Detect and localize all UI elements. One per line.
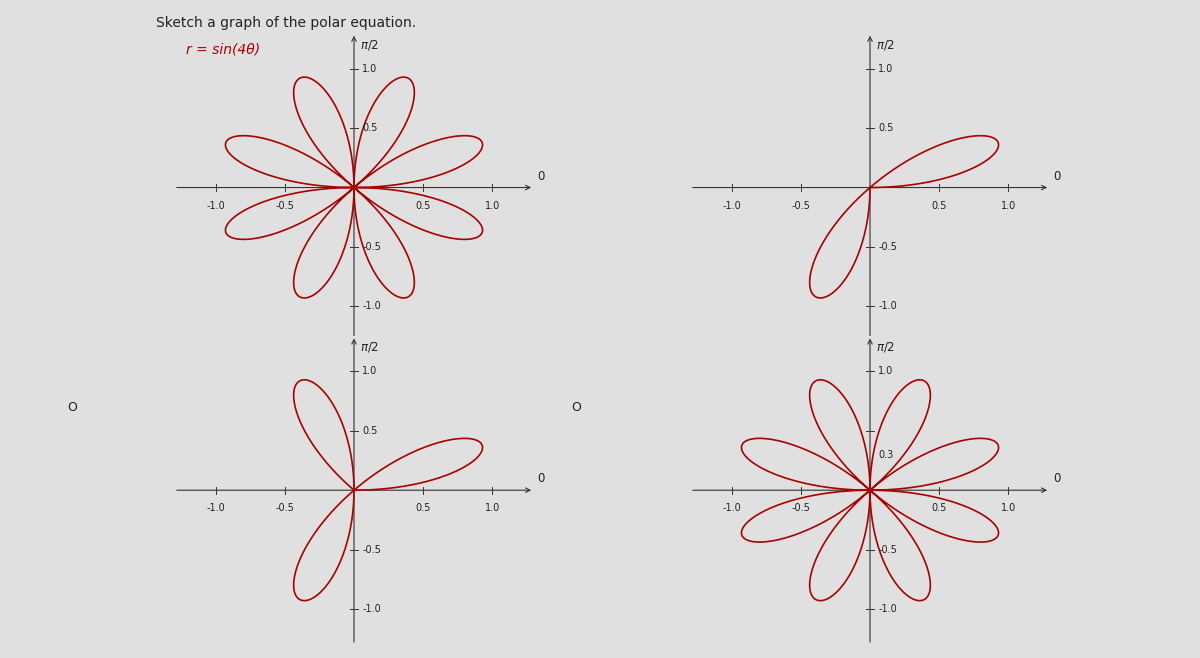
Text: -0.5: -0.5 [362, 242, 382, 252]
Text: -1.0: -1.0 [206, 503, 224, 513]
Text: -1.0: -1.0 [206, 201, 224, 211]
Text: 0.5: 0.5 [415, 201, 431, 211]
Text: 1.0: 1.0 [485, 201, 500, 211]
Text: 0: 0 [1054, 170, 1061, 183]
Text: -0.5: -0.5 [275, 201, 294, 211]
Text: 0: 0 [1054, 472, 1061, 486]
Text: 0.5: 0.5 [415, 503, 431, 513]
Text: 1.0: 1.0 [1001, 503, 1016, 513]
Text: $\pi/2$: $\pi/2$ [876, 38, 894, 51]
Text: $\pi/2$: $\pi/2$ [876, 340, 894, 354]
Text: -1.0: -1.0 [362, 604, 382, 614]
Text: 0.5: 0.5 [878, 123, 894, 133]
Text: -0.5: -0.5 [791, 201, 810, 211]
Text: -1.0: -1.0 [362, 301, 382, 311]
Text: -0.5: -0.5 [362, 545, 382, 555]
Text: -0.5: -0.5 [791, 503, 810, 513]
Text: 1.0: 1.0 [362, 64, 378, 74]
Text: -1.0: -1.0 [722, 201, 740, 211]
Text: -1.0: -1.0 [878, 604, 898, 614]
Text: -0.5: -0.5 [275, 503, 294, 513]
Text: $\pi/2$: $\pi/2$ [360, 340, 378, 354]
Text: r = sin(4θ): r = sin(4θ) [186, 43, 260, 57]
Text: -1.0: -1.0 [878, 301, 898, 311]
Text: 0: 0 [538, 472, 545, 486]
Text: 1.0: 1.0 [362, 367, 378, 376]
Text: -1.0: -1.0 [722, 503, 740, 513]
Text: -0.5: -0.5 [878, 242, 898, 252]
Text: 0.3: 0.3 [878, 449, 894, 459]
Text: 1.0: 1.0 [878, 64, 894, 74]
Text: $\pi/2$: $\pi/2$ [360, 38, 378, 51]
Text: 1.0: 1.0 [878, 367, 894, 376]
Text: -0.5: -0.5 [878, 545, 898, 555]
Text: 0.5: 0.5 [931, 201, 947, 211]
Text: Sketch a graph of the polar equation.: Sketch a graph of the polar equation. [156, 16, 416, 30]
Text: O: O [571, 401, 581, 415]
Text: 1.0: 1.0 [485, 503, 500, 513]
Text: 0.5: 0.5 [362, 426, 378, 436]
Text: 0: 0 [538, 170, 545, 183]
Text: 0.5: 0.5 [362, 123, 378, 133]
Text: 0.5: 0.5 [931, 503, 947, 513]
Text: 1.0: 1.0 [1001, 201, 1016, 211]
Text: O: O [67, 401, 77, 415]
